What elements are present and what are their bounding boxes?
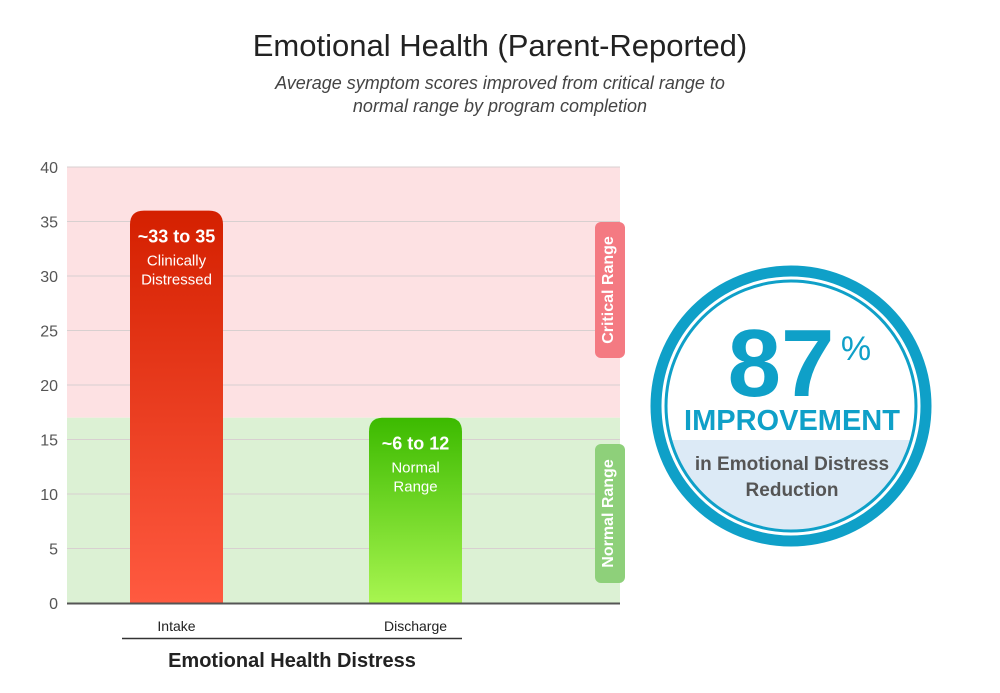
y-tick-label: 5	[49, 542, 58, 559]
subtitle-line-1: Average symptom scores improved from cri…	[275, 73, 725, 93]
band-tag-normal-range	[595, 444, 625, 583]
band-tag-label: Critical Range	[600, 236, 617, 344]
y-tick-label: 15	[40, 433, 58, 450]
y-tick-label: 10	[40, 487, 58, 504]
bar-discharge	[369, 417, 462, 603]
bar-intake	[130, 210, 223, 603]
y-tick-label: 0	[49, 596, 58, 613]
badge-headline: IMPROVEMENT	[684, 405, 900, 437]
y-tick-label: 40	[40, 160, 58, 177]
badge-percent: 87	[728, 310, 835, 417]
bar-value-label: ~33 to 35	[138, 227, 216, 247]
x-tick-label: Discharge	[384, 618, 447, 634]
bar-caption-line-2: Distressed	[141, 272, 212, 289]
band-tag-critical-range	[595, 222, 625, 358]
band-tag-label: Normal Range	[600, 459, 617, 568]
badge-line-2: Reduction	[746, 480, 839, 501]
badge-outer-ring	[650, 265, 932, 547]
badge-percent-sign: %	[841, 330, 871, 368]
subtitle-line-2: normal range by program completion	[352, 96, 648, 116]
chart-subtitle: Average symptom scores improved from cri…	[250, 72, 750, 118]
y-tick-label: 30	[40, 269, 58, 286]
y-tick-label: 35	[40, 215, 58, 232]
improvement-badge: 87 % IMPROVEMENT in Emotional Distress R…	[650, 265, 932, 547]
badge-inner-ring	[664, 279, 918, 533]
chart-title: Emotional Health (Parent-Reported)	[252, 28, 748, 63]
y-tick-label: 20	[40, 378, 58, 395]
badge-line-1: in Emotional Distress	[695, 454, 889, 475]
bar-value-label: ~6 to 12	[382, 434, 450, 454]
y-tick-label: 25	[40, 324, 58, 341]
x-tick-label: Intake	[157, 618, 195, 634]
bar-caption-line-1: Normal	[391, 460, 439, 477]
x-axis-title: Emotional Health Distress	[168, 650, 416, 672]
bar-caption-line-2: Range	[393, 479, 437, 496]
bar-caption-line-1: Clinically	[147, 253, 207, 270]
